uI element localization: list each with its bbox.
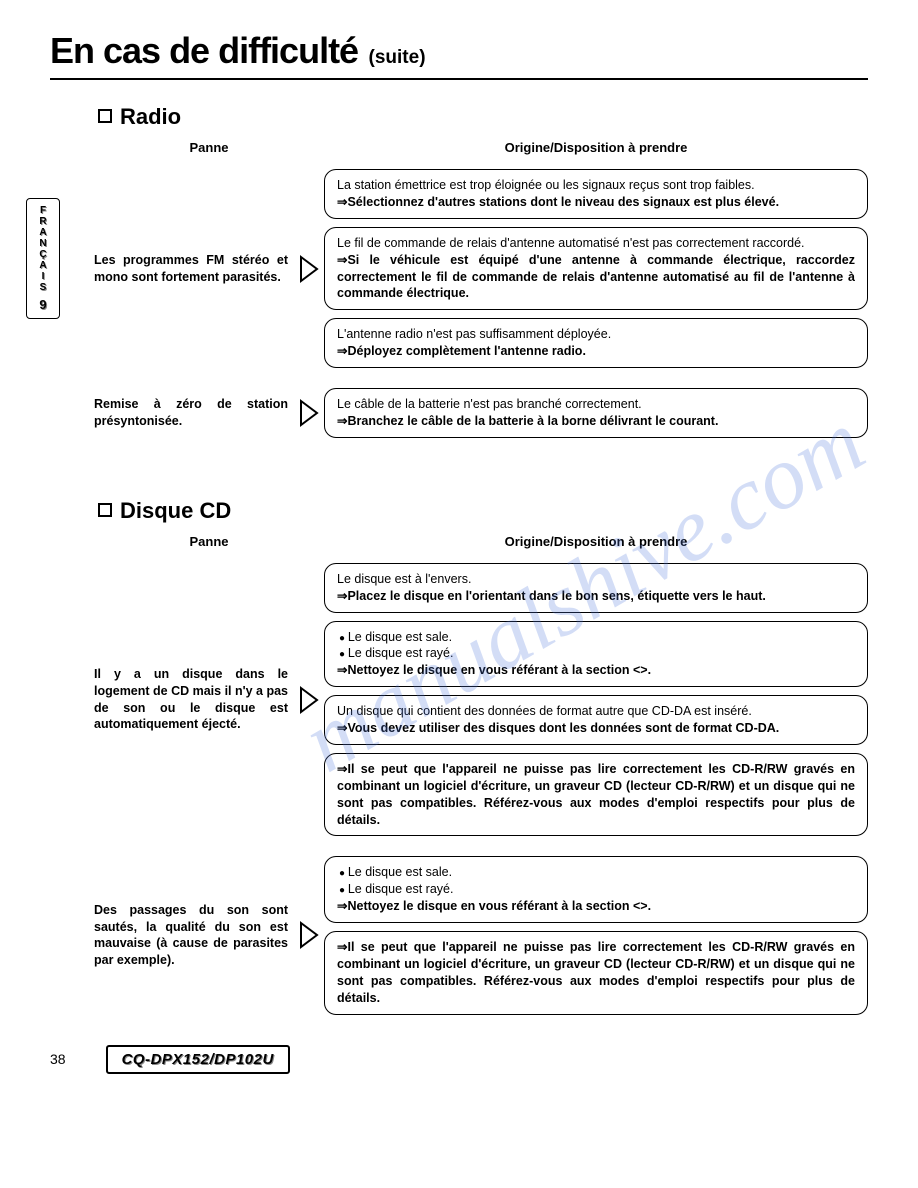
panne-text: Des passages du son sont sautés, la qual… (94, 902, 294, 970)
cause-text: La station émettrice est trop éloignée o… (337, 177, 855, 194)
solutions-col: La station émettrice est trop éloignée o… (324, 169, 868, 368)
trouble-entry: Remise à zéro de station présyntonisée. L… (94, 388, 868, 438)
bullet-list: Le disque est sale.Le disque est rayé. (337, 864, 855, 898)
arrow-icon (294, 255, 324, 283)
lang-letter: S (31, 282, 55, 293)
action-text: ⇒Nettoyez le disque en vous référant à l… (337, 898, 855, 915)
title-rule (50, 78, 868, 80)
column-headers: PanneOrigine/Disposition à prendre (94, 534, 868, 549)
column-headers: PanneOrigine/Disposition à prendre (94, 140, 868, 155)
page-number: 38 (50, 1051, 66, 1067)
checkbox-icon (98, 503, 112, 517)
action-text: ⇒Sélectionnez d'autres stations dont le … (337, 194, 855, 211)
lang-letter: A (31, 227, 55, 238)
lang-letter: F (31, 205, 55, 216)
trouble-entry: Il y a un disque dans le logement de CD … (94, 563, 868, 837)
solution-box: ⇒Il se peut que l'appareil ne puisse pas… (324, 753, 868, 837)
col-header-origine: Origine/Disposition à prendre (324, 534, 868, 549)
section-heading: Radio (98, 104, 868, 130)
trouble-entry: Des passages du son sont sautés, la qual… (94, 856, 868, 1014)
panne-text: Remise à zéro de station présyntonisée. (94, 396, 294, 430)
action-text: ⇒Il se peut que l'appareil ne puisse pas… (337, 939, 855, 1007)
model-label: CQ-DPX152/DP102U (106, 1045, 290, 1074)
solutions-col: Le câble de la batterie n'est pas branch… (324, 388, 868, 438)
solution-box: La station émettrice est trop éloignée o… (324, 169, 868, 219)
solution-box: Le disque est à l'envers.⇒Placez le disq… (324, 563, 868, 613)
language-tab: FRANÇAIS9 (26, 198, 60, 319)
cause-text: Un disque qui contient des données de fo… (337, 703, 855, 720)
arrow-icon (294, 921, 324, 949)
solution-box: L'antenne radio n'est pas suffisamment d… (324, 318, 868, 368)
action-text: ⇒Placez le disque en l'orientant dans le… (337, 588, 855, 605)
action-text: ⇒Branchez le câble de la batterie à la b… (337, 413, 855, 430)
solution-box: Le fil de commande de relais d'antenne a… (324, 227, 868, 311)
col-header-panne: Panne (94, 534, 324, 549)
col-header-panne: Panne (94, 140, 324, 155)
solutions-col: Le disque est sale.Le disque est rayé.⇒N… (324, 856, 868, 1014)
page-title: En cas de difficulté (50, 30, 358, 71)
cause-text: L'antenne radio n'est pas suffisamment d… (337, 326, 855, 343)
solutions-col: Le disque est à l'envers.⇒Placez le disq… (324, 563, 868, 837)
section-heading: Disque CD (98, 498, 868, 524)
bullet-list: Le disque est sale.Le disque est rayé. (337, 629, 855, 663)
content-area: RadioPanneOrigine/Disposition à prendreL… (94, 104, 868, 1015)
bullet-item: Le disque est sale. (339, 864, 855, 881)
page-subtitle: (suite) (369, 47, 426, 68)
bullet-item: Le disque est rayé. (339, 881, 855, 898)
lang-page-num: 9 (31, 297, 55, 312)
col-header-origine: Origine/Disposition à prendre (324, 140, 868, 155)
trouble-entry: Les programmes FM stéréo et mono sont fo… (94, 169, 868, 368)
panne-text: Les programmes FM stéréo et mono sont fo… (94, 252, 294, 286)
title-row: En cas de difficulté (suite) (50, 30, 868, 72)
cause-text: Le câble de la batterie n'est pas branch… (337, 396, 855, 413)
action-text: ⇒Il se peut que l'appareil ne puisse pas… (337, 761, 855, 829)
panne-text: Il y a un disque dans le logement de CD … (94, 666, 294, 734)
solution-box: Un disque qui contient des données de fo… (324, 695, 868, 745)
lang-letter: Ç (31, 249, 55, 260)
solution-box: Le câble de la batterie n'est pas branch… (324, 388, 868, 438)
cause-text: Le disque est à l'envers. (337, 571, 855, 588)
lang-letter: A (31, 260, 55, 271)
bullet-item: Le disque est sale. (339, 629, 855, 646)
lang-letter: R (31, 216, 55, 227)
solution-box: Le disque est sale.Le disque est rayé.⇒N… (324, 621, 868, 688)
action-text: ⇒Nettoyez le disque en vous référant à l… (337, 662, 855, 679)
arrow-icon (294, 399, 324, 427)
solution-box: ⇒Il se peut que l'appareil ne puisse pas… (324, 931, 868, 1015)
bullet-item: Le disque est rayé. (339, 645, 855, 662)
lang-letter: I (31, 271, 55, 282)
solution-box: Le disque est sale.Le disque est rayé.⇒N… (324, 856, 868, 923)
lang-letter: N (31, 238, 55, 249)
action-text: ⇒Déployez complètement l'antenne radio. (337, 343, 855, 360)
arrow-icon (294, 686, 324, 714)
checkbox-icon (98, 109, 112, 123)
action-text: ⇒Vous devez utiliser des disques dont le… (337, 720, 855, 737)
cause-text: Le fil de commande de relais d'antenne a… (337, 235, 855, 252)
footer: 38 CQ-DPX152/DP102U (50, 1045, 868, 1074)
action-text: ⇒Si le véhicule est équipé d'une antenne… (337, 252, 855, 303)
